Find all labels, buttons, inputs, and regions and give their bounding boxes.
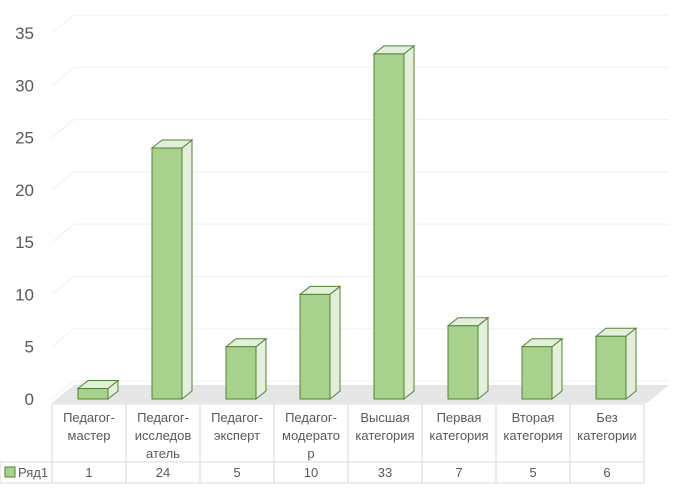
y-tick-label: 5 bbox=[25, 338, 34, 357]
y-axis: 0 5 10 15 20 25 30 35 bbox=[15, 24, 34, 409]
gridline bbox=[51, 119, 669, 138]
y-tick-label: 30 bbox=[15, 76, 34, 95]
bars bbox=[76, 44, 638, 401]
x-category-label: мастер bbox=[68, 428, 111, 443]
data-table-value: 24 bbox=[156, 465, 170, 480]
bar-side bbox=[329, 285, 341, 401]
x-category-label: Педагог- bbox=[63, 410, 115, 425]
bar bbox=[298, 285, 342, 401]
x-category-label: р bbox=[307, 446, 314, 461]
x-category-label: Педагог- bbox=[137, 410, 189, 425]
x-category-label: Первая bbox=[437, 410, 482, 425]
x-category-label: категория bbox=[429, 428, 488, 443]
x-category-label: модерато bbox=[282, 428, 340, 443]
bar-front bbox=[595, 335, 627, 400]
bar-side bbox=[255, 337, 267, 401]
floor-plane bbox=[52, 385, 669, 403]
bar-side bbox=[477, 316, 489, 401]
gridline bbox=[51, 223, 669, 243]
bar-front bbox=[151, 147, 183, 400]
y-tick-label: 15 bbox=[15, 233, 34, 252]
bar-side bbox=[181, 138, 193, 401]
data-table-value: 7 bbox=[455, 465, 462, 480]
bar bbox=[76, 379, 120, 401]
y-tick-label: 25 bbox=[15, 129, 34, 148]
bar-front bbox=[225, 346, 257, 400]
gridlines bbox=[51, 14, 669, 400]
data-table-value: 6 bbox=[603, 465, 610, 480]
x-category-label: исследов bbox=[135, 428, 192, 443]
x-category-label: эксперт bbox=[214, 428, 260, 443]
bar bbox=[520, 337, 564, 401]
bar-side bbox=[403, 44, 415, 401]
bar bbox=[446, 316, 490, 401]
gridline bbox=[51, 275, 669, 295]
x-category-label: Педагог- bbox=[285, 410, 337, 425]
data-table-value: 5 bbox=[529, 465, 536, 480]
bar-front bbox=[373, 53, 405, 400]
x-category-label: атель bbox=[146, 446, 180, 461]
y-tick-label: 35 bbox=[15, 24, 34, 43]
data-table-value: 5 bbox=[233, 465, 240, 480]
legend-series-name: Ряд1 bbox=[18, 465, 48, 480]
x-category-label: Педагог- bbox=[211, 410, 263, 425]
gridline bbox=[51, 328, 669, 348]
y-tick-label: 20 bbox=[15, 181, 34, 200]
gridline bbox=[51, 14, 669, 34]
bar bbox=[594, 327, 638, 401]
data-table-value: 33 bbox=[378, 465, 392, 480]
bar-front bbox=[521, 346, 553, 400]
bar-side bbox=[551, 337, 563, 401]
x-category-label: Вторая bbox=[512, 410, 555, 425]
x-category-label: категория bbox=[355, 428, 414, 443]
gridline bbox=[51, 171, 669, 191]
x-category-label: категория bbox=[503, 428, 562, 443]
data-table-value: 1 bbox=[85, 465, 92, 480]
bar bbox=[372, 44, 416, 401]
x-category-label: Без bbox=[596, 410, 617, 425]
data-table: Педагог-мастер Педагог-исследов атель Педаг… bbox=[0, 403, 645, 484]
gridline bbox=[51, 66, 669, 86]
y-tick-label: 0 bbox=[25, 390, 34, 409]
data-table-value: 10 bbox=[304, 465, 318, 480]
x-category-label: категории bbox=[577, 428, 636, 443]
bar-side bbox=[625, 327, 637, 401]
bar bbox=[224, 337, 268, 401]
legend-key bbox=[4, 466, 16, 478]
bar-front bbox=[77, 388, 109, 400]
y-tick-label: 10 bbox=[15, 285, 34, 304]
bar-front bbox=[447, 325, 479, 400]
x-category-label: Высшая bbox=[360, 410, 409, 425]
bar-front bbox=[299, 293, 331, 400]
chart-floor bbox=[52, 385, 669, 403]
bar bbox=[150, 138, 194, 401]
